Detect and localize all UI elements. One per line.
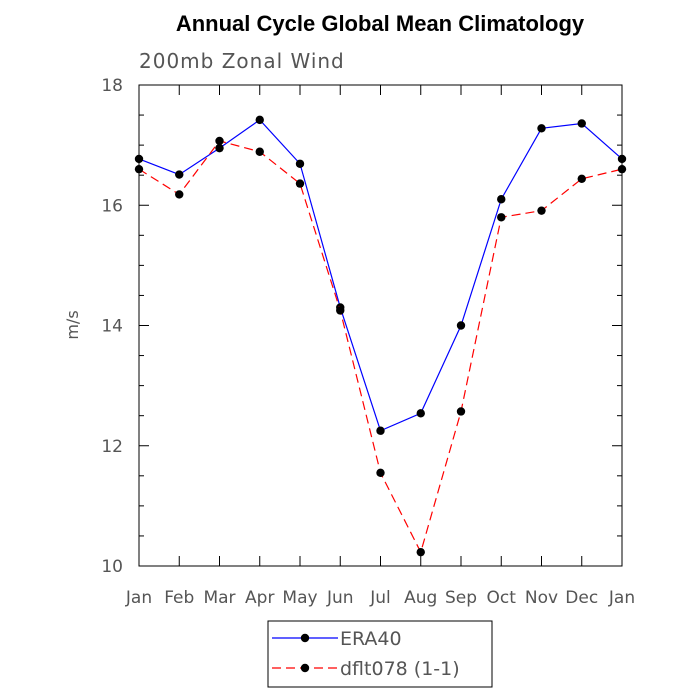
x-tick-label: Nov bbox=[525, 588, 558, 608]
data-point bbox=[255, 147, 264, 156]
x-tick-label: Mar bbox=[203, 588, 235, 608]
data-point bbox=[537, 124, 546, 133]
data-point bbox=[456, 321, 466, 330]
series-line bbox=[138, 140, 623, 554]
y-tick-label: 14 bbox=[101, 317, 123, 337]
x-tick-label: Dec bbox=[565, 588, 598, 608]
y-tick-label: 16 bbox=[101, 196, 123, 216]
data-point bbox=[134, 164, 144, 174]
data-point bbox=[336, 306, 345, 315]
y-axis-label: m/s bbox=[63, 310, 82, 339]
data-point bbox=[255, 115, 264, 125]
legend-marker bbox=[300, 633, 310, 643]
x-tick-label: May bbox=[282, 588, 317, 608]
data-point bbox=[617, 164, 627, 174]
series-2 bbox=[134, 136, 627, 557]
y-tick-label: 10 bbox=[101, 557, 123, 577]
data-point bbox=[497, 195, 506, 204]
plot-border bbox=[138, 84, 623, 567]
legend-marker bbox=[300, 663, 310, 673]
data-point bbox=[175, 170, 184, 179]
data-point bbox=[215, 143, 224, 153]
data-point bbox=[215, 136, 224, 146]
data-point bbox=[175, 190, 184, 199]
series-line bbox=[138, 119, 623, 432]
series-layer bbox=[134, 115, 627, 557]
legend-box bbox=[267, 620, 493, 688]
data-point bbox=[295, 179, 305, 188]
chart-title: Annual Cycle Global Mean Climatology bbox=[176, 11, 585, 36]
data-point bbox=[537, 206, 546, 215]
data-point bbox=[376, 468, 385, 478]
x-tick-label: Aug bbox=[404, 588, 437, 608]
data-point bbox=[134, 154, 144, 164]
x-tick-label: Jul bbox=[369, 588, 391, 608]
data-point bbox=[577, 119, 586, 128]
x-tick-label: Jun bbox=[326, 588, 354, 608]
chart-subtitle: 200mb Zonal Wind bbox=[139, 49, 345, 73]
y-tick-label: 18 bbox=[101, 76, 123, 96]
y-tick-label: 12 bbox=[101, 437, 123, 457]
legend-label: ERA40 bbox=[340, 628, 402, 650]
data-point bbox=[456, 407, 466, 416]
x-tick-label: Jan bbox=[125, 588, 152, 608]
legend-label: dflt078 (1-1) bbox=[340, 658, 460, 680]
x-tick-label: Sep bbox=[445, 588, 477, 608]
data-point bbox=[295, 159, 305, 168]
data-point bbox=[416, 547, 425, 557]
x-tick-label: Oct bbox=[487, 588, 517, 608]
data-point bbox=[577, 174, 586, 183]
axes-frame: 10 12 14 16 18 Jan Feb Mar Apr May Jun Jul Aug Sep Oct… bbox=[101, 76, 635, 608]
x-tick-label: Apr bbox=[245, 588, 274, 608]
data-point bbox=[416, 409, 425, 418]
series-1 bbox=[134, 115, 627, 435]
legend: ERA40 dflt078 (1-1) bbox=[267, 620, 493, 688]
data-point bbox=[497, 213, 506, 222]
x-tick-label: Jan bbox=[608, 588, 635, 608]
data-point bbox=[376, 426, 385, 435]
x-tick-label: Feb bbox=[164, 588, 194, 608]
data-point bbox=[617, 154, 627, 164]
